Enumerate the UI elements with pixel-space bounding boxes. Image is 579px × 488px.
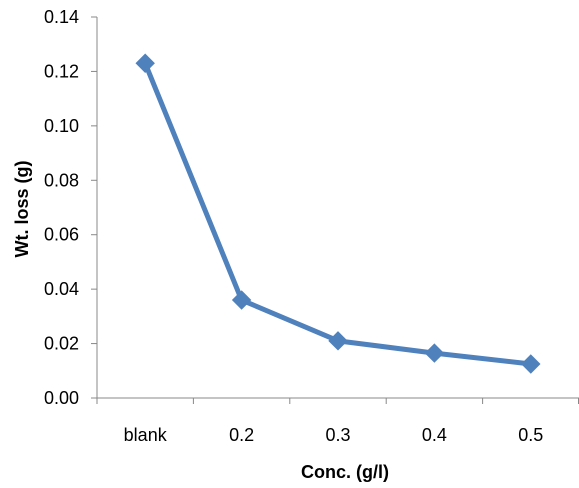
x-axis: blank 0.2 0.3 0.4 0.5 <box>96 397 579 445</box>
y-tick-label: 0.02 <box>44 334 79 354</box>
y-tick-label: 0.04 <box>44 279 79 299</box>
x-tick-label: 0.2 <box>229 425 254 445</box>
data-point-marker <box>424 343 445 363</box>
series-line <box>142 60 534 367</box>
y-tick-label: 0.00 <box>44 388 79 408</box>
data-point-marker <box>135 53 155 73</box>
data-point-marker <box>231 290 252 310</box>
y-axis-title: Wt. loss (g) <box>12 161 32 258</box>
x-tick-label: blank <box>124 425 168 445</box>
series-weight-loss <box>135 53 541 374</box>
y-tick-label: 0.14 <box>44 7 79 27</box>
x-tick-label: 0.5 <box>518 425 543 445</box>
data-point-marker <box>328 331 348 351</box>
x-axis-title: Conc. (g/l) <box>301 462 389 482</box>
y-tick-label: 0.10 <box>44 116 79 136</box>
x-tick-label: 0.3 <box>325 425 350 445</box>
y-tick-label: 0.08 <box>44 170 79 190</box>
x-tick-label: 0.4 <box>422 425 447 445</box>
data-point-marker <box>521 354 541 374</box>
y-axis: 0.00 0.02 0.04 0.06 0.08 0.10 0.12 0.14 <box>44 7 98 408</box>
y-tick-label: 0.12 <box>44 61 79 81</box>
y-tick-label: 0.06 <box>44 225 79 245</box>
